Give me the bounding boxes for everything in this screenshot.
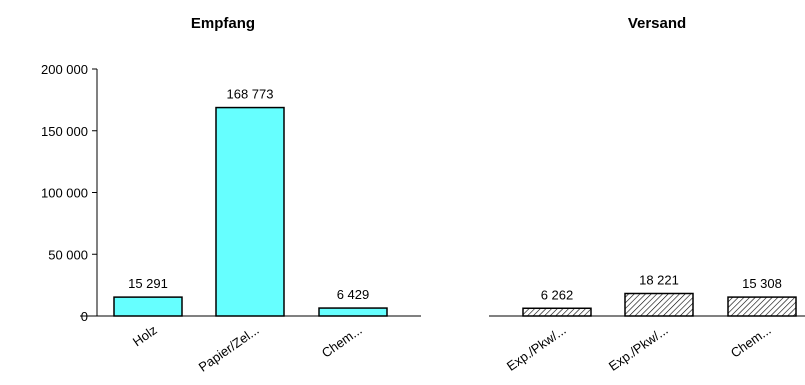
category-label: Papier/Zel... <box>196 322 262 374</box>
bar-value-label: 15 308 <box>742 276 782 291</box>
bar-value-label: 6 429 <box>337 287 370 302</box>
bar <box>318 307 388 317</box>
category-label: Holz <box>130 322 160 349</box>
group-title: Versand <box>628 15 686 32</box>
bar <box>522 307 592 317</box>
y-tick-label: 200 000 <box>41 62 88 77</box>
category-label: Chem... <box>728 322 774 360</box>
group-title: Empfang <box>191 15 255 32</box>
bar <box>113 296 183 317</box>
category-label: Exp./Pkw/... <box>504 322 569 374</box>
category-label: Exp./Pkw/... <box>606 322 671 374</box>
y-tick-label: 150 000 <box>41 124 88 139</box>
y-tick-label: 50 000 <box>48 247 88 262</box>
bar-value-label: 6 262 <box>541 287 574 302</box>
bar <box>727 296 797 317</box>
bar <box>215 106 285 317</box>
bars: 15 291 Holz 168 773 Papier/Zel... 6 429 Chem.… <box>80 87 805 375</box>
category-label: Chem... <box>319 322 365 360</box>
chart-titles: Empfang Versand <box>191 15 686 32</box>
bar <box>624 292 694 317</box>
bar-value-label: 18 221 <box>639 272 679 287</box>
y-tick-label: 100 000 <box>41 186 88 201</box>
bar-value-label: 168 773 <box>227 87 274 102</box>
bar-value-label: 15 291 <box>128 276 168 291</box>
